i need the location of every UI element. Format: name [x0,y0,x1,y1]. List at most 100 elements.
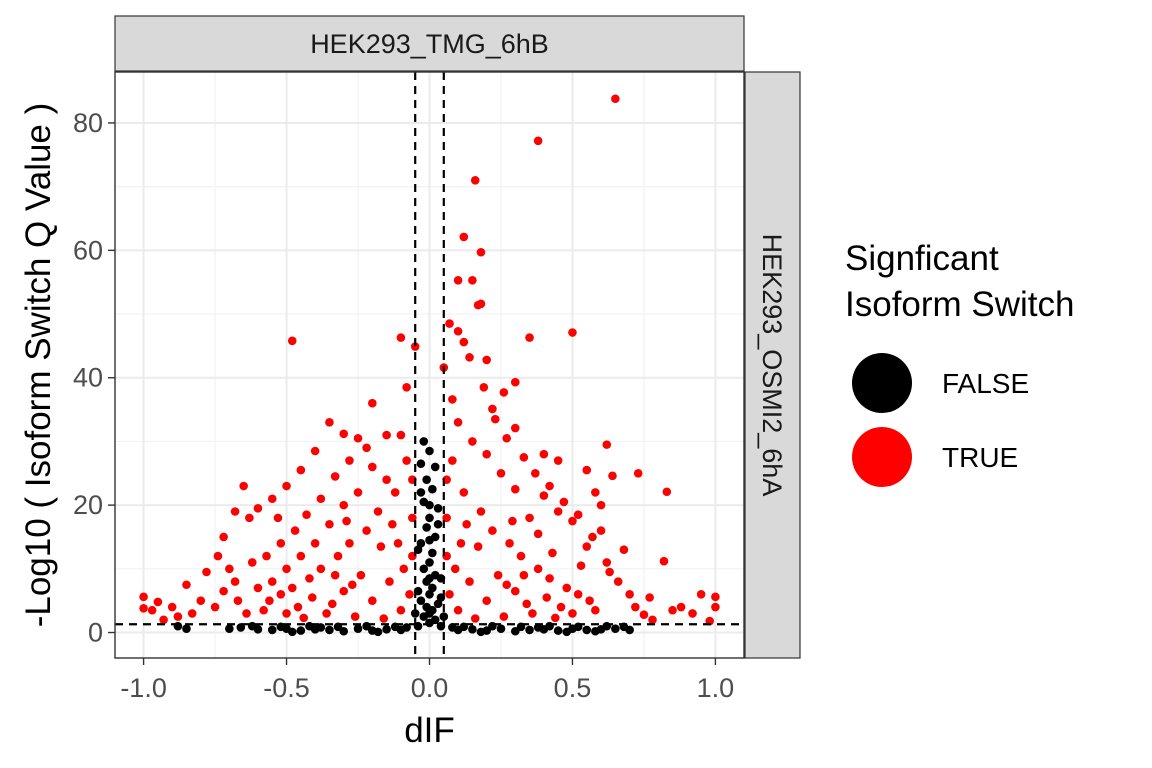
data-point-false [296,626,306,635]
data-point-false [562,627,572,637]
data-point-true [482,449,491,459]
data-point-false [416,459,426,469]
data-point-true [376,542,386,551]
data-point-true [210,602,220,612]
data-point-true [499,388,509,397]
data-point-true [668,605,677,615]
data-point-true [305,574,314,583]
x-tick-label: 1.0 [697,673,735,703]
data-point-false [553,626,563,635]
data-point-true [476,247,486,257]
facet-label-right: HEK293_OSMI2_6hA [757,234,787,497]
data-point-true [296,465,306,475]
data-point-true [662,487,672,497]
data-point-true [499,612,509,621]
data-point-true [339,429,349,439]
data-point-true [633,468,643,478]
data-point-true [585,596,594,605]
data-point-true [410,342,420,351]
data-point-false [425,558,434,567]
data-point-true [342,516,351,526]
data-point-true [645,593,654,602]
data-point-true [453,605,463,615]
data-point-true [368,596,377,605]
data-point-false [476,627,486,637]
data-point-false [425,618,434,628]
data-point-true [528,609,537,618]
data-point-true [402,456,411,465]
data-point-false [419,612,429,621]
facet-strip-right: HEK293_OSMI2_6hA [744,71,801,659]
data-point-true [539,449,549,459]
data-point-true [602,558,612,567]
data-point-true [445,590,454,599]
data-point-true [502,433,511,443]
data-point-true [287,336,297,346]
data-point-true [302,510,311,519]
data-point-true [242,609,251,618]
data-point-true [711,592,720,602]
data-point-false [416,488,426,497]
data-point-true [253,583,263,593]
data-point-true [330,570,340,580]
data-point-false [419,437,429,446]
data-point-false [382,625,391,634]
data-point-true [479,382,489,392]
data-point-true [353,433,363,443]
data-point-true [539,491,549,500]
y-tick-label: 0 [88,618,103,648]
data-point-false [422,523,431,532]
data-point-true [196,596,206,605]
data-point-false [325,625,334,635]
data-point-false [496,624,506,633]
data-point-true [468,437,477,446]
data-point-true [385,577,394,586]
y-tick-label: 20 [73,490,103,520]
data-point-true [293,602,303,612]
data-point-false [425,513,434,523]
legend-key-false [852,353,912,413]
data-point-true [553,456,563,465]
data-point-true [310,539,320,548]
facet-strip-top: HEK293_TMG_6hB [114,15,745,72]
data-point-true [696,590,706,599]
data-point-true [310,446,320,456]
data-point-true [602,440,612,449]
data-point-true [399,564,409,574]
data-point-true [350,612,360,621]
x-tick-label: -0.5 [263,673,310,703]
data-point-true [390,488,400,497]
data-point-true [368,398,377,408]
data-point-true [619,545,629,555]
data-point-true [362,443,371,453]
data-point-true [548,548,557,558]
legend-title-line2: Isoform Switch [845,285,1075,324]
data-point-true [219,532,228,542]
data-point-true [450,564,460,574]
data-point-true [562,583,572,593]
data-point-true [490,414,500,424]
data-point-false [182,624,191,633]
data-point-true [519,453,529,462]
data-point-false [425,500,434,510]
data-point-true [613,577,623,586]
data-point-false [416,596,426,605]
data-point-false [287,627,297,637]
data-point-true [488,404,497,414]
data-point-true [253,504,263,513]
data-point-true [396,333,406,342]
data-point-true [402,382,411,392]
data-point-true [247,558,257,567]
data-point-true [568,609,577,618]
data-point-true [510,586,520,596]
data-point-true [396,605,406,615]
data-point-true [659,556,669,566]
data-point-true [711,602,720,612]
data-point-true [322,609,331,618]
data-point-true [522,599,532,609]
x-axis: -1.0 -0.5 0.0 0.5 1.0 [120,658,734,703]
data-point-true [182,580,191,590]
data-point-true [625,590,634,599]
data-point-true [605,567,614,577]
y-axis: 0 20 40 60 80 [73,108,115,648]
